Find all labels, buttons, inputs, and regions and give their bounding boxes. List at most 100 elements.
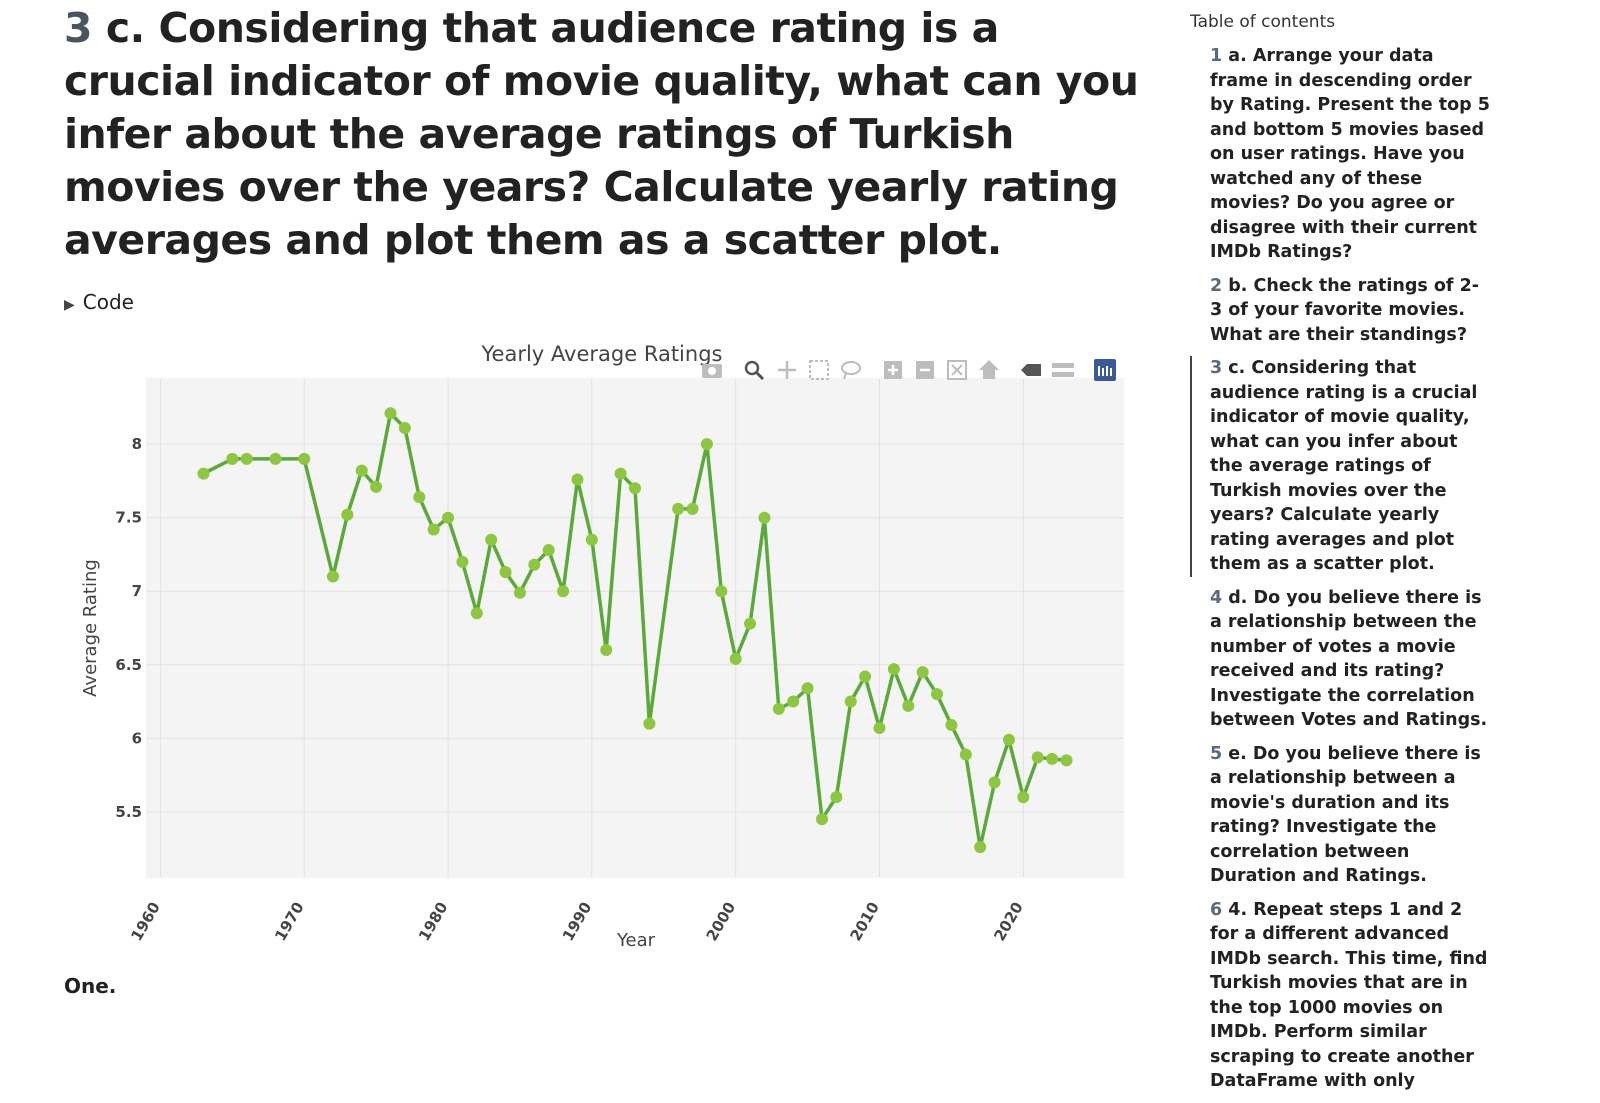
toc-item-3[interactable]: 3 c. Considering that audience rating is… (1190, 356, 1490, 577)
data-point[interactable] (614, 467, 627, 480)
y-tick-label: 5.5 (115, 803, 142, 821)
data-point[interactable] (959, 748, 972, 761)
data-point[interactable] (700, 438, 713, 451)
data-point[interactable] (470, 607, 483, 620)
x-tick-label: 2010 (847, 899, 883, 944)
plotly-logo-icon[interactable] (1094, 359, 1116, 381)
data-point[interactable] (916, 666, 929, 679)
toc-item-5[interactable]: 5 e. Do you believe there is a relations… (1190, 742, 1490, 889)
table-of-contents: Table of contents 1 a. Arrange your data… (1190, 12, 1490, 1103)
data-point[interactable] (787, 695, 800, 708)
data-point[interactable] (427, 523, 440, 536)
yearly-ratings-chart: 1960 1970 1980 1990 2000 2010 2020 5.5 6 6.5 7 7.5 8… (80, 342, 1124, 951)
data-point[interactable] (600, 644, 613, 657)
data-point[interactable] (744, 617, 757, 630)
data-point[interactable] (1031, 751, 1044, 764)
data-point[interactable] (672, 502, 685, 515)
data-point[interactable] (398, 422, 411, 434)
section-number: 3 (64, 4, 93, 52)
toc-item-number: 1 (1210, 46, 1223, 66)
toc-item-text: d. Do you believe there is a relationshi… (1210, 587, 1488, 731)
toc-item-6[interactable]: 6 4. Repeat steps 1 and 2 for a differen… (1190, 898, 1490, 1094)
data-point[interactable] (197, 467, 210, 480)
x-tick-label: 1960 (127, 899, 163, 944)
toc-item-text: b. Check the ratings of 2-3 of your favo… (1210, 275, 1480, 345)
data-point[interactable] (1002, 733, 1015, 746)
zoom-icon[interactable] (744, 360, 765, 381)
data-point[interactable] (844, 695, 857, 708)
lasso-icon[interactable] (841, 361, 861, 380)
data-point[interactable] (226, 452, 239, 465)
data-point[interactable] (643, 717, 656, 730)
data-point[interactable] (485, 533, 498, 546)
data-point[interactable] (945, 719, 958, 732)
data-point[interactable] (772, 702, 785, 715)
toc-item-text: 4. Repeat steps 1 and 2 for a different … (1210, 899, 1488, 1092)
data-point[interactable] (571, 473, 584, 486)
y-tick-label: 8 (132, 435, 142, 453)
y-tick-label: 7 (132, 582, 142, 600)
data-point[interactable] (830, 791, 843, 804)
data-point[interactable] (931, 688, 944, 701)
gridlines (146, 378, 1124, 878)
data-point[interactable] (715, 585, 728, 598)
triangle-right-icon: ▶ (64, 297, 75, 313)
data-point[interactable] (758, 511, 771, 524)
data-point[interactable] (974, 841, 987, 854)
data-point[interactable] (815, 813, 828, 826)
box-select-icon[interactable] (809, 360, 829, 380)
data-point[interactable] (686, 502, 699, 515)
data-point[interactable] (801, 682, 814, 695)
data-point[interactable] (873, 722, 886, 734)
toc-item-2[interactable]: 2 b. Check the ratings of 2-3 of your fa… (1190, 274, 1490, 348)
data-point[interactable] (298, 452, 311, 465)
data-point[interactable] (326, 570, 339, 583)
camera-icon[interactable] (702, 364, 722, 378)
toc-item-number: 6 (1210, 899, 1223, 920)
data-point[interactable] (528, 558, 541, 571)
section-heading: 3 c. Considering that audience rating is… (64, 2, 1144, 267)
data-point[interactable] (729, 652, 742, 665)
data-point[interactable] (887, 663, 900, 676)
code-toggle-label: Code (82, 290, 134, 314)
data-point[interactable] (1060, 754, 1073, 767)
reset-axes-icon[interactable] (979, 360, 999, 379)
data-point[interactable] (859, 670, 872, 683)
y-tick-label: 7.5 (115, 509, 142, 527)
data-point[interactable] (355, 464, 368, 477)
spike-lines-icon[interactable] (1021, 364, 1041, 376)
data-point[interactable] (456, 555, 469, 568)
data-point[interactable] (370, 480, 383, 493)
data-point[interactable] (557, 585, 570, 598)
plot-area[interactable] (146, 378, 1124, 878)
data-point[interactable] (513, 586, 526, 599)
toc-item-number: 5 (1210, 743, 1223, 764)
data-point[interactable] (442, 511, 455, 524)
data-point[interactable] (341, 508, 354, 521)
x-tick-label: 2000 (703, 899, 739, 944)
data-point[interactable] (1046, 752, 1059, 765)
y-tick-label: 6.5 (115, 656, 142, 674)
toc-item-1[interactable]: 1 a. Arrange your data frame in descendi… (1190, 44, 1490, 265)
toc-item-4[interactable]: 4 d. Do you believe there is a relations… (1190, 586, 1490, 733)
data-point[interactable] (629, 482, 641, 495)
data-point[interactable] (902, 699, 915, 712)
autoscale-icon[interactable] (947, 360, 967, 380)
data-point[interactable] (542, 544, 555, 557)
compare-hover-icon[interactable] (1052, 363, 1074, 377)
zoom-out-icon[interactable] (916, 361, 934, 379)
data-point[interactable] (269, 452, 282, 465)
zoom-in-icon[interactable] (884, 361, 902, 379)
code-toggle[interactable]: ▶ Code (64, 290, 134, 314)
data-point[interactable] (585, 533, 598, 546)
pan-icon[interactable] (778, 361, 796, 379)
data-point[interactable] (499, 566, 512, 579)
data-point[interactable] (988, 776, 1001, 789)
data-point[interactable] (384, 407, 397, 420)
toc-item-number: 2 (1210, 275, 1223, 296)
data-point[interactable] (413, 491, 426, 504)
series-layer (197, 407, 1073, 854)
data-point[interactable] (240, 452, 253, 465)
x-tick-label: 1980 (415, 899, 451, 944)
data-point[interactable] (1017, 791, 1030, 804)
